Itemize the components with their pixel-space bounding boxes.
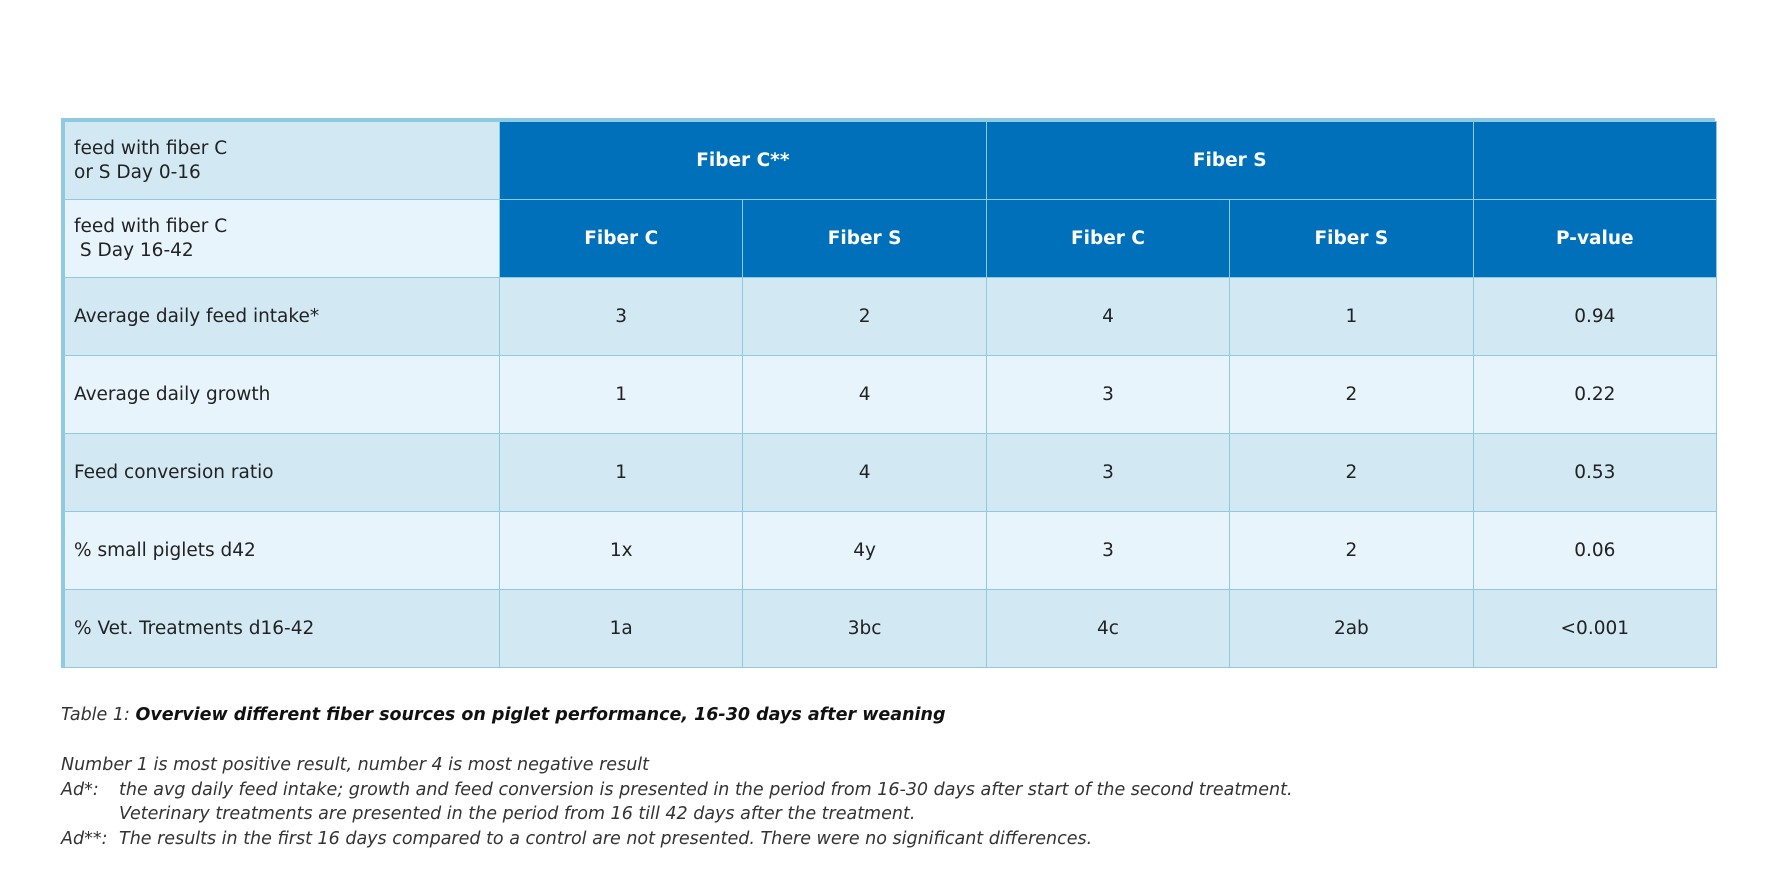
table-cell: 2ab [1229, 589, 1474, 668]
caption-title: Overview different fiber sources on pigl… [135, 705, 946, 725]
table-cell: <0.001 [1472, 589, 1717, 668]
table-cell: 1 [498, 433, 744, 512]
table-cell: 2 [1229, 511, 1474, 590]
column-header: P-value [1472, 199, 1717, 278]
row-label: Feed conversion ratio [64, 433, 500, 512]
table-cell: 4c [985, 589, 1231, 668]
table-cell: 4 [985, 277, 1231, 356]
footnote-indent [61, 802, 119, 827]
footnote-ad1-text-2: Veterinary treatments are presented in t… [119, 804, 916, 824]
column-header: Fiber S [742, 199, 987, 278]
table-cell: 3 [985, 355, 1231, 434]
group-header-fiber-c: Fiber C** [499, 121, 987, 200]
table-grid: feed with fiber C or S Day 0-16 Fiber C*… [64, 121, 1717, 668]
table-cell: 2 [742, 277, 987, 356]
footnote-ad2-tag: Ad**: [61, 828, 108, 849]
table-row: % Vet. Treatments d16-42 1a 3bc 4c 2ab <… [64, 589, 1717, 668]
column-header: Fiber S [1229, 199, 1474, 278]
table-cell: 4 [742, 355, 987, 434]
table-cell: 3 [985, 511, 1231, 590]
table-cell: 1a [498, 589, 744, 668]
table-cell: 2 [1229, 433, 1474, 512]
table-cell: 3 [985, 433, 1231, 512]
table-cell: 0.53 [1472, 433, 1717, 512]
table-row: % small piglets d42 1x 4y 3 2 0.06 [64, 511, 1717, 590]
table-row: Feed conversion ratio 1 4 3 2 0.53 [64, 433, 1717, 512]
row-label: Average daily feed intake* [64, 277, 500, 356]
footnote-ad1: Ad*: the avg daily feed intake; growth a… [61, 778, 1293, 803]
footnote-ad2: Ad**: The results in the first 16 days c… [61, 827, 1293, 852]
header-row-2-label: feed with fiber C S Day 16-42 [64, 199, 500, 278]
table-cell: 4 [742, 433, 987, 512]
footnote-ranking-text: Number 1 is most positive result, number… [61, 755, 650, 775]
group-header-fiber-s: Fiber S [985, 121, 1474, 200]
footnote-ad1-tag: Ad*: [61, 779, 99, 800]
table-cell: 0.94 [1472, 277, 1717, 356]
footnote-ad1-continued: Veterinary treatments are presented in t… [61, 802, 1293, 827]
table-cell: 4y [742, 511, 987, 590]
table-cell: 0.06 [1472, 511, 1717, 590]
table-row: Average daily feed intake* 3 2 4 1 0.94 [64, 277, 1717, 356]
footnotes: Number 1 is most positive result, number… [61, 753, 1293, 851]
table-cell: 2 [1229, 355, 1474, 434]
column-header: Fiber C [985, 199, 1231, 278]
table-row: Average daily growth 1 4 3 2 0.22 [64, 355, 1717, 434]
column-header: Fiber C [498, 199, 744, 278]
table-cell: 1 [1229, 277, 1474, 356]
group-header-empty [1472, 121, 1717, 200]
results-table: feed with fiber C or S Day 0-16 Fiber C*… [61, 118, 1717, 668]
footnote-ad1-text: the avg daily feed intake; growth and fe… [119, 779, 1293, 800]
header-row-1-label: feed with fiber C or S Day 0-16 [64, 121, 500, 200]
row-label: Average daily growth [64, 355, 500, 434]
caption-prefix: Table 1: [61, 705, 136, 725]
table-caption: Table 1: Overview different fiber source… [61, 705, 946, 725]
table-cell: 3 [498, 277, 744, 356]
header-row-1: feed with fiber C or S Day 0-16 Fiber C*… [64, 121, 1717, 200]
table-cell: 3bc [742, 589, 987, 668]
table-cell: 1 [498, 355, 744, 434]
footnote-ad2-text: The results in the first 16 days compare… [119, 828, 1093, 849]
footnote-ranking: Number 1 is most positive result, number… [61, 753, 1293, 778]
row-label: % Vet. Treatments d16-42 [64, 589, 500, 668]
header-row-2: feed with fiber C S Day 16-42 Fiber C Fi… [64, 199, 1717, 278]
row-label: % small piglets d42 [64, 511, 500, 590]
table-cell: 1x [498, 511, 744, 590]
table-cell: 0.22 [1472, 355, 1717, 434]
